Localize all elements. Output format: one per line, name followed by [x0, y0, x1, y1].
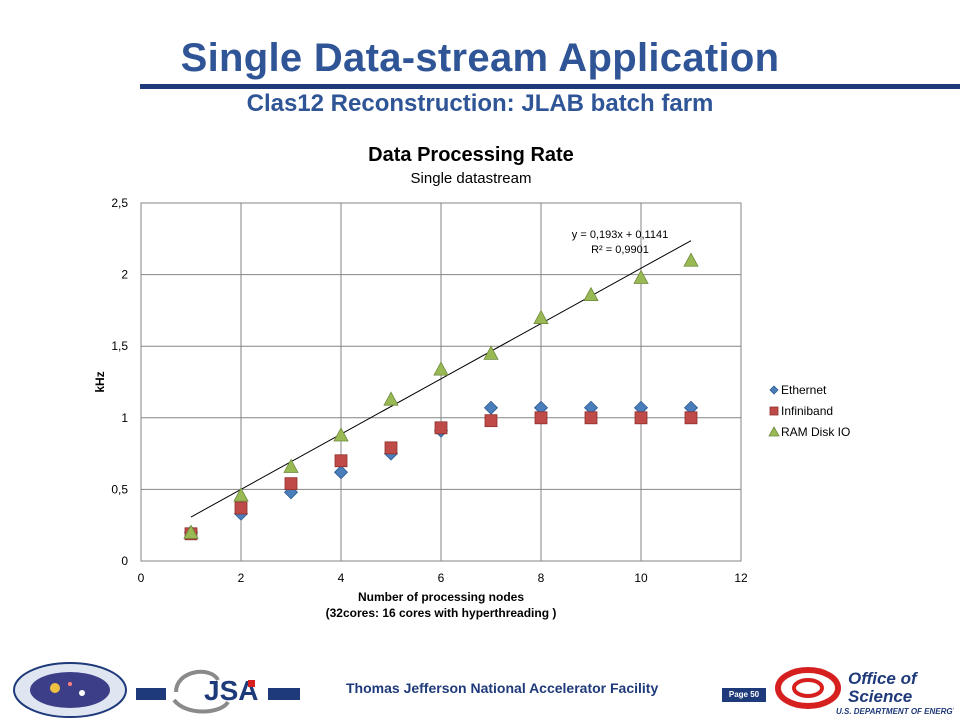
slide-subtitle: Clas12 Reconstruction: JLAB batch farm — [246, 90, 714, 117]
footer-text: Thomas Jefferson National Accelerator Fa… — [346, 680, 659, 696]
data-point — [333, 427, 349, 442]
y-tick-label: 2 — [121, 268, 128, 282]
science-logo-line3: U.S. DEPARTMENT OF ENERGY — [836, 707, 954, 716]
data-point — [183, 524, 199, 539]
data-point — [483, 400, 499, 415]
legend-label: Ethernet — [781, 383, 827, 397]
office-of-nuclear-physics-logo — [13, 662, 127, 718]
data-point — [484, 414, 498, 428]
x-tick-label: 12 — [734, 571, 748, 585]
legend-label: RAM Disk IO — [781, 425, 850, 439]
data-point — [334, 454, 348, 468]
slide-title: Single Data-stream Application — [180, 36, 780, 80]
legend-marker — [768, 426, 780, 437]
legend: Ethernet Infiniband RAM Disk IO — [768, 383, 850, 439]
data-point — [433, 361, 449, 376]
data-point — [283, 458, 299, 473]
data-point — [683, 252, 699, 267]
y-axis-label: kHz — [93, 371, 107, 392]
x-tick-label: 4 — [338, 571, 345, 585]
x-axis-label-line2: (32cores: 16 cores with hyperthreading ) — [326, 606, 557, 620]
trendline-r2: R² = 0,9901 — [591, 244, 649, 256]
x-tick-label: 2 — [238, 571, 245, 585]
jsa-logo-text: JSA — [204, 675, 258, 706]
legend-marker — [769, 385, 779, 395]
data-point — [583, 286, 599, 302]
footer-bar-left — [136, 688, 166, 700]
data-point — [384, 441, 398, 455]
legend-label: Infiniband — [781, 404, 833, 418]
chart-title: Data Processing Rate — [368, 144, 574, 166]
x-tick-label: 0 — [138, 571, 145, 585]
x-axis-label-line1: Number of processing nodes — [358, 590, 524, 604]
grid — [141, 203, 741, 561]
trendline-equation: y = 0,193x + 0,1141 — [572, 229, 668, 241]
legend-marker — [769, 406, 779, 416]
jsa-logo: JSA — [172, 670, 258, 714]
data-point — [333, 465, 349, 480]
science-logo-line2: Science — [848, 687, 912, 706]
chart: Data Processing Rate Single datastream 0… — [93, 144, 850, 620]
trendline — [190, 240, 692, 518]
data-marks — [183, 252, 699, 541]
x-tick-label: 6 — [438, 571, 445, 585]
data-point — [633, 269, 649, 284]
chart-subtitle: Single datastream — [411, 170, 532, 187]
title-rule — [140, 84, 960, 89]
data-point — [483, 345, 499, 360]
data-point — [684, 411, 698, 425]
y-tick-label: 1 — [121, 411, 128, 425]
series-ram-disk-io — [183, 252, 699, 539]
y-tick-label: 0 — [121, 554, 128, 568]
science-logo-line1: Office of — [848, 669, 919, 688]
data-point — [534, 411, 548, 425]
data-point — [284, 477, 298, 491]
x-tick-label: 10 — [634, 571, 648, 585]
tick-labels: 0 2 4 6 8 10 12 0 0,5 1 1,5 2 2,5 — [111, 196, 748, 585]
y-tick-label: 0,5 — [111, 482, 128, 496]
data-point — [584, 411, 598, 425]
plot-area-border — [140, 202, 742, 562]
data-point — [383, 391, 399, 406]
office-of-science-logo: Office of Science U.S. DEPARTMENT OF ENE… — [770, 664, 954, 718]
data-point — [234, 501, 248, 515]
y-tick-label: 1,5 — [111, 339, 128, 353]
data-point — [434, 421, 448, 435]
data-point — [634, 411, 648, 425]
page-number: Page 50 — [722, 688, 766, 702]
footer-bar-mid — [268, 688, 300, 700]
y-tick-label: 2,5 — [111, 196, 128, 210]
trendline-group — [190, 240, 692, 518]
data-point — [233, 487, 249, 502]
x-tick-label: 8 — [538, 571, 545, 585]
data-point — [533, 309, 549, 324]
